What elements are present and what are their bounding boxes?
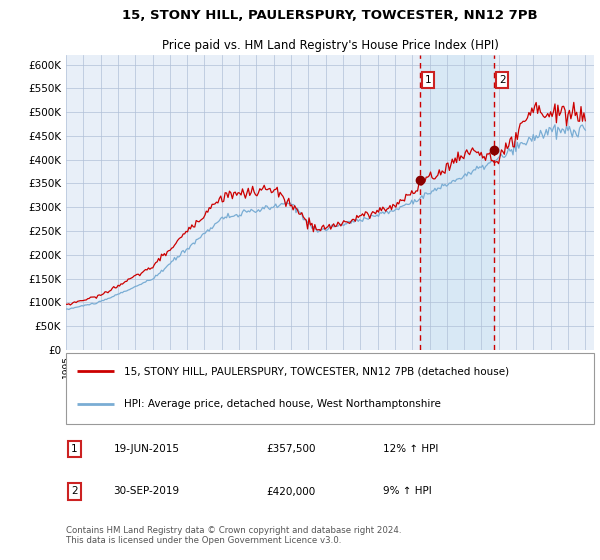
Text: £357,500: £357,500 bbox=[266, 444, 316, 454]
Text: 30-SEP-2019: 30-SEP-2019 bbox=[113, 487, 179, 497]
Text: Contains HM Land Registry data © Crown copyright and database right 2024.
This d: Contains HM Land Registry data © Crown c… bbox=[66, 526, 401, 545]
Text: 2: 2 bbox=[71, 487, 78, 497]
Bar bbox=[421, 55, 494, 350]
Text: 15, STONY HILL, PAULERSPURY, TOWCESTER, NN12 7PB (detached house): 15, STONY HILL, PAULERSPURY, TOWCESTER, … bbox=[124, 366, 509, 376]
Text: Price paid vs. HM Land Registry's House Price Index (HPI): Price paid vs. HM Land Registry's House … bbox=[161, 39, 499, 52]
Text: 1: 1 bbox=[425, 75, 431, 85]
Text: 15, STONY HILL, PAULERSPURY, TOWCESTER, NN12 7PB: 15, STONY HILL, PAULERSPURY, TOWCESTER, … bbox=[122, 9, 538, 22]
Text: 12% ↑ HPI: 12% ↑ HPI bbox=[383, 444, 438, 454]
Text: 1: 1 bbox=[71, 444, 78, 454]
Text: £420,000: £420,000 bbox=[266, 487, 316, 497]
Text: 19-JUN-2015: 19-JUN-2015 bbox=[113, 444, 179, 454]
Text: HPI: Average price, detached house, West Northamptonshire: HPI: Average price, detached house, West… bbox=[124, 399, 441, 409]
Text: 2: 2 bbox=[499, 75, 505, 85]
Text: 9% ↑ HPI: 9% ↑ HPI bbox=[383, 487, 431, 497]
FancyBboxPatch shape bbox=[66, 353, 594, 423]
